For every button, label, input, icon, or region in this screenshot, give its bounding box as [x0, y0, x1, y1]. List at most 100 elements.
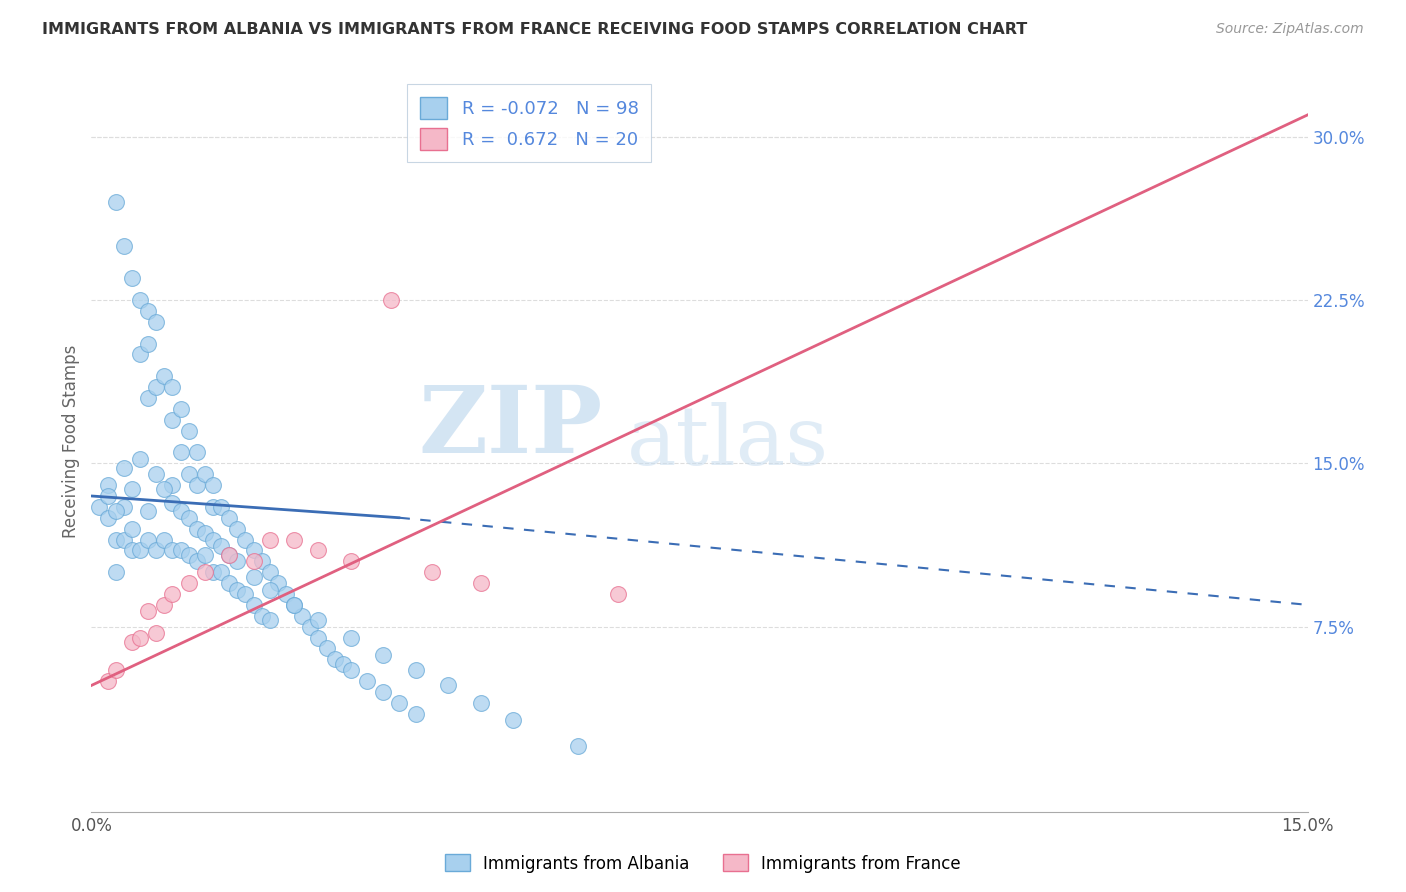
Point [250, 554, 273, 568]
Point [209, 539, 232, 553]
Point [307, 543, 329, 558]
Point [186, 554, 208, 568]
Point [121, 543, 143, 558]
Text: atlas: atlas [627, 401, 828, 482]
Point [177, 576, 200, 591]
Point [97, 510, 120, 524]
Point [332, 657, 354, 671]
Point [470, 576, 492, 591]
Point [145, 543, 167, 558]
Point [177, 467, 200, 482]
Point [437, 678, 460, 692]
Point [186, 522, 208, 536]
Legend: R = -0.072   N = 98, R =  0.672   N = 20: R = -0.072 N = 98, R = 0.672 N = 20 [408, 84, 651, 162]
Point [283, 598, 305, 612]
Point [259, 613, 281, 627]
Point [323, 652, 346, 666]
Point [129, 452, 152, 467]
Point [259, 533, 281, 547]
Point [420, 565, 443, 579]
Point [153, 598, 176, 612]
Point [235, 533, 257, 547]
Point [226, 554, 249, 568]
Point [129, 631, 152, 645]
Point [169, 401, 191, 416]
Point [340, 663, 363, 677]
Point [162, 495, 184, 509]
Text: IMMIGRANTS FROM ALBANIA VS IMMIGRANTS FROM FRANCE RECEIVING FOOD STAMPS CORRELAT: IMMIGRANTS FROM ALBANIA VS IMMIGRANTS FR… [42, 22, 1028, 37]
Point [153, 533, 176, 547]
Point [307, 613, 329, 627]
Point [194, 548, 217, 562]
Point [502, 713, 524, 727]
Text: Source: ZipAtlas.com: Source: ZipAtlas.com [1216, 22, 1364, 37]
Point [274, 587, 297, 601]
Point [226, 522, 249, 536]
Point [267, 576, 290, 591]
Point [373, 648, 395, 662]
Point [104, 565, 127, 579]
Point [104, 504, 127, 518]
Legend: Immigrants from Albania, Immigrants from France: Immigrants from Albania, Immigrants from… [439, 847, 967, 880]
Point [129, 293, 152, 307]
Point [104, 663, 127, 677]
Point [129, 347, 152, 361]
Point [121, 483, 143, 497]
Point [307, 631, 329, 645]
Point [356, 674, 378, 689]
Point [380, 293, 402, 307]
Point [242, 598, 264, 612]
Point [202, 565, 225, 579]
Point [177, 510, 200, 524]
Point [121, 522, 143, 536]
Point [259, 565, 281, 579]
Point [283, 533, 305, 547]
Point [218, 576, 240, 591]
Point [202, 478, 225, 492]
Point [291, 608, 314, 623]
Point [162, 478, 184, 492]
Point [129, 543, 152, 558]
Point [259, 582, 281, 597]
Point [169, 543, 191, 558]
Point [89, 500, 111, 514]
Point [121, 271, 143, 285]
Point [104, 194, 127, 209]
Point [209, 565, 232, 579]
Point [104, 533, 127, 547]
Point [209, 500, 232, 514]
Point [145, 626, 167, 640]
Point [145, 315, 167, 329]
Text: ZIP: ZIP [418, 382, 602, 472]
Point [162, 413, 184, 427]
Point [194, 467, 217, 482]
Point [97, 489, 120, 503]
Point [283, 598, 305, 612]
Point [218, 548, 240, 562]
Point [153, 483, 176, 497]
Point [97, 478, 120, 492]
Point [186, 478, 208, 492]
Point [169, 504, 191, 518]
Point [186, 445, 208, 459]
Point [202, 533, 225, 547]
Point [194, 565, 217, 579]
Point [121, 635, 143, 649]
Point [112, 500, 135, 514]
Point [112, 533, 135, 547]
Point [136, 504, 159, 518]
Point [145, 380, 167, 394]
Point [226, 582, 249, 597]
Point [202, 500, 225, 514]
Point [250, 608, 273, 623]
Y-axis label: Receiving Food Stamps: Receiving Food Stamps [62, 345, 80, 538]
Point [112, 238, 135, 252]
Point [373, 685, 395, 699]
Point [136, 391, 159, 405]
Point [218, 510, 240, 524]
Point [388, 696, 411, 710]
Point [162, 587, 184, 601]
Point [136, 336, 159, 351]
Point [136, 304, 159, 318]
Point [567, 739, 589, 754]
